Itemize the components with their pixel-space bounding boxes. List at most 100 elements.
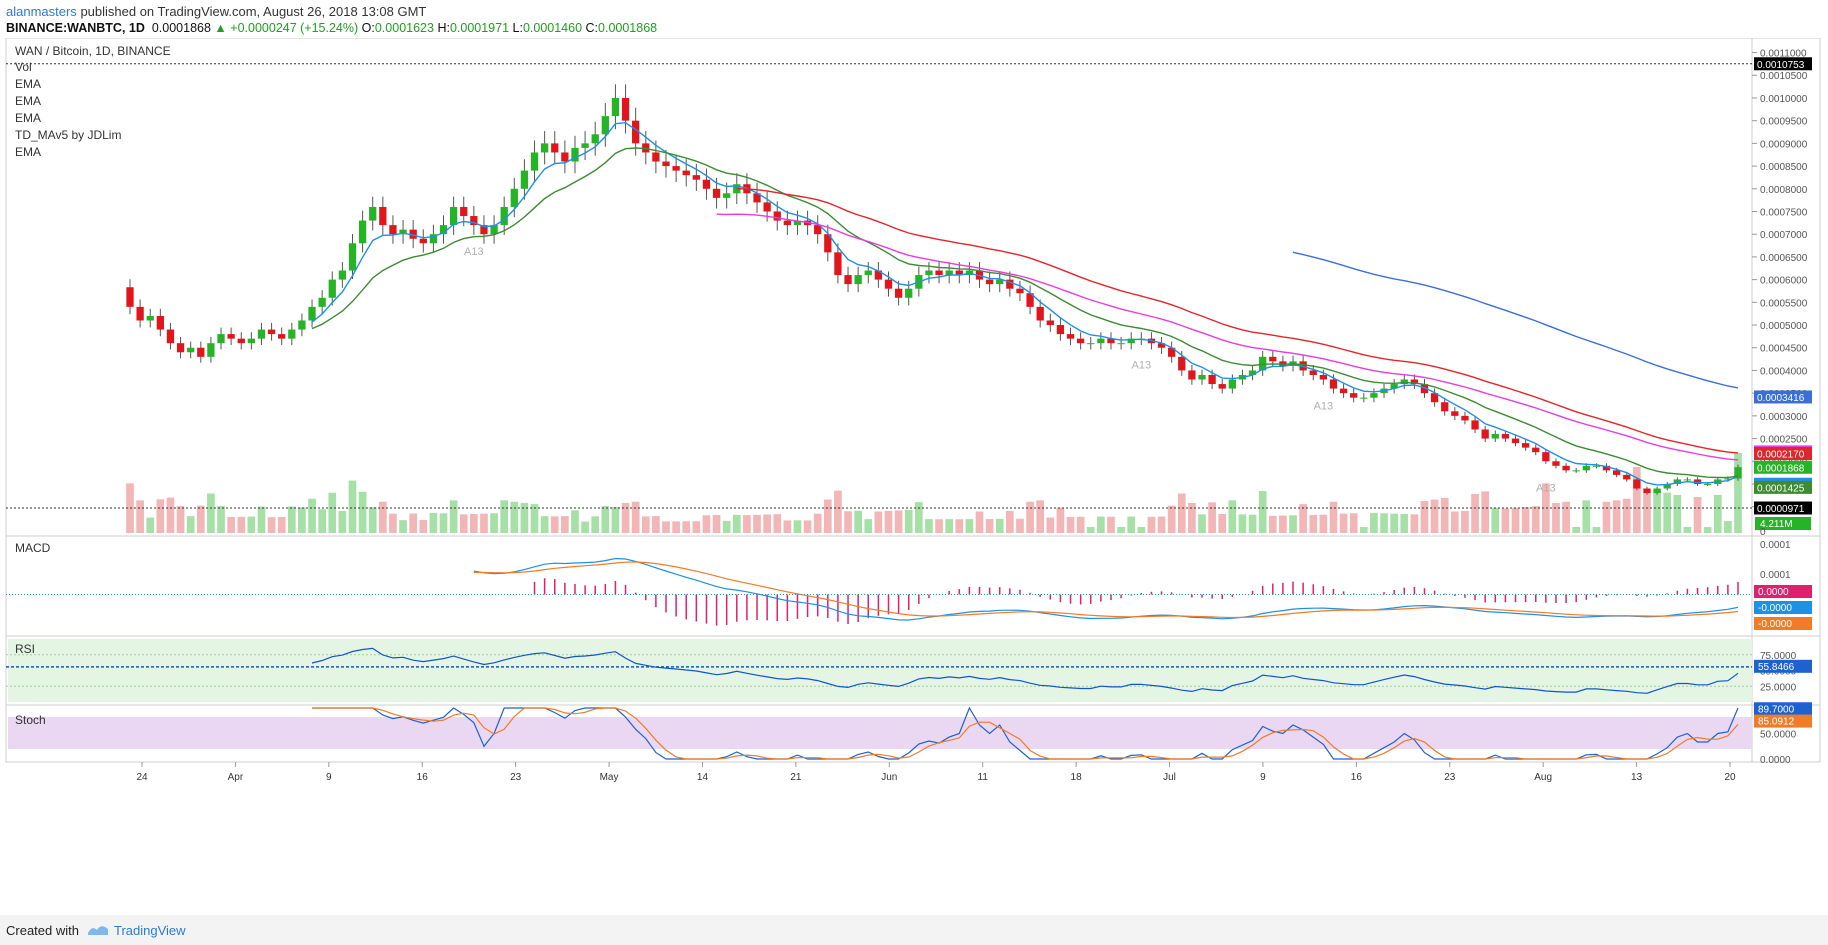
volume-bar xyxy=(844,511,852,533)
volume-bar xyxy=(439,513,448,533)
volume-bar xyxy=(328,492,337,533)
volume-bar xyxy=(1147,516,1156,533)
legend-ema-2[interactable]: EMA xyxy=(15,94,41,108)
volume-bar xyxy=(601,506,610,533)
volume-bar xyxy=(1238,514,1247,533)
macd-pane[interactable] xyxy=(5,535,1821,637)
volume-bar xyxy=(1501,508,1510,533)
candle-body xyxy=(723,193,731,198)
candle-body xyxy=(1006,279,1014,289)
volume-bar xyxy=(166,497,175,533)
volume-bar xyxy=(399,520,407,533)
candle-body xyxy=(510,188,518,207)
candle-body xyxy=(1208,374,1216,385)
time-axis-label: Aug xyxy=(1534,772,1552,783)
volume-bar xyxy=(1107,516,1115,533)
ema-layer xyxy=(311,121,1739,486)
volume-bar xyxy=(783,520,792,533)
legend-td-mav5[interactable]: TD_MAv5 by JDLim xyxy=(15,128,121,142)
stoch-badge-label: 85.0912 xyxy=(1758,717,1795,728)
macd-axis-label: 0.0001 xyxy=(1760,540,1791,551)
candle-body xyxy=(854,275,862,285)
volume-bar xyxy=(1177,493,1186,533)
candle-body xyxy=(712,188,721,198)
volume-bar xyxy=(247,516,256,533)
price-badge-label: 0.0002170 xyxy=(1757,450,1805,461)
candle-body xyxy=(1410,379,1419,385)
price-change: +0.0000247 (+15.24%) xyxy=(230,21,359,35)
volume-bar xyxy=(1582,500,1591,533)
legend-ema-3[interactable]: EMA xyxy=(15,111,41,125)
candle-body xyxy=(1511,438,1520,444)
price-axis-label: 0.0004000 xyxy=(1760,366,1808,377)
ohlc-l-label: L: xyxy=(512,21,523,35)
volume-bar xyxy=(975,511,984,533)
a13-annotation: A13 xyxy=(1314,401,1334,413)
legend-vol[interactable]: Vol xyxy=(15,60,32,74)
volume-bar xyxy=(753,514,761,533)
volume-bar xyxy=(652,516,660,533)
price-axis-label: 0.0002500 xyxy=(1760,435,1808,446)
time-axis-label: May xyxy=(600,772,619,783)
volume-bar xyxy=(1248,514,1257,533)
volume-bar xyxy=(1653,490,1661,533)
candle-body xyxy=(1107,338,1115,344)
candle-body xyxy=(1521,443,1530,448)
candle-body xyxy=(338,270,347,280)
candle-body xyxy=(460,206,468,217)
candle-body xyxy=(1360,397,1368,399)
candle-body xyxy=(439,225,448,235)
candle-body xyxy=(1400,379,1408,385)
volume-bar xyxy=(1663,492,1672,533)
volume-bar xyxy=(1693,497,1702,533)
legend-ema-4[interactable]: EMA xyxy=(15,145,41,159)
volume-bar xyxy=(823,499,832,533)
candle-body xyxy=(814,225,822,235)
tradingview-link[interactable]: TradingView xyxy=(114,923,186,938)
price-badge-label: 0.0001425 xyxy=(1757,483,1805,494)
volume-bar xyxy=(1359,527,1368,533)
time-axis-label: 16 xyxy=(1351,772,1363,783)
candle-body xyxy=(470,216,478,226)
candle-body xyxy=(682,170,690,176)
volume-bar xyxy=(1258,491,1267,533)
candle-body xyxy=(1026,293,1034,307)
volume-bar xyxy=(641,516,650,533)
candle-body xyxy=(429,234,438,244)
time-axis-label: Jul xyxy=(1163,772,1176,783)
candle-body xyxy=(1430,393,1439,403)
candle-body xyxy=(449,206,458,226)
volume-bar xyxy=(1137,527,1146,533)
candle-body xyxy=(571,147,579,162)
candle-body xyxy=(1056,325,1065,335)
volume-bar xyxy=(1056,507,1065,533)
candle-body xyxy=(1248,370,1257,375)
price-axis-label: 0.0005000 xyxy=(1760,321,1808,332)
legend-ema-1[interactable]: EMA xyxy=(15,77,41,91)
price-axis-label: 0.0007000 xyxy=(1760,230,1808,241)
price-axis-label: 0.0011000 xyxy=(1760,49,1807,60)
stoch-pane[interactable] xyxy=(5,704,1821,763)
candle-body xyxy=(1066,334,1075,339)
volume-bar xyxy=(672,521,680,533)
volume-bar xyxy=(1622,498,1631,533)
candle-body xyxy=(1532,447,1540,453)
candle-body xyxy=(1501,434,1510,439)
volume-bar xyxy=(1491,507,1500,533)
volume-bar xyxy=(409,513,418,533)
candle-body xyxy=(1623,474,1631,480)
candles-layer xyxy=(126,84,1742,495)
candle-body xyxy=(1046,320,1054,326)
author-link[interactable]: alanmasters xyxy=(6,4,77,19)
volume-bar xyxy=(925,519,933,533)
candle-body xyxy=(1370,393,1378,398)
volume-bar xyxy=(1370,512,1378,533)
ema-magenta-line xyxy=(716,213,1739,461)
price-pane[interactable] xyxy=(5,38,1821,537)
volume-bar xyxy=(692,521,701,533)
volume-bar xyxy=(874,511,883,533)
candle-body xyxy=(884,279,893,289)
volume-bar xyxy=(196,505,205,533)
volume-bar xyxy=(176,506,185,533)
trading-chart[interactable]: 0.0011000 0.0010500 0.0010000 0.0009500 0.00… xyxy=(0,38,1828,918)
